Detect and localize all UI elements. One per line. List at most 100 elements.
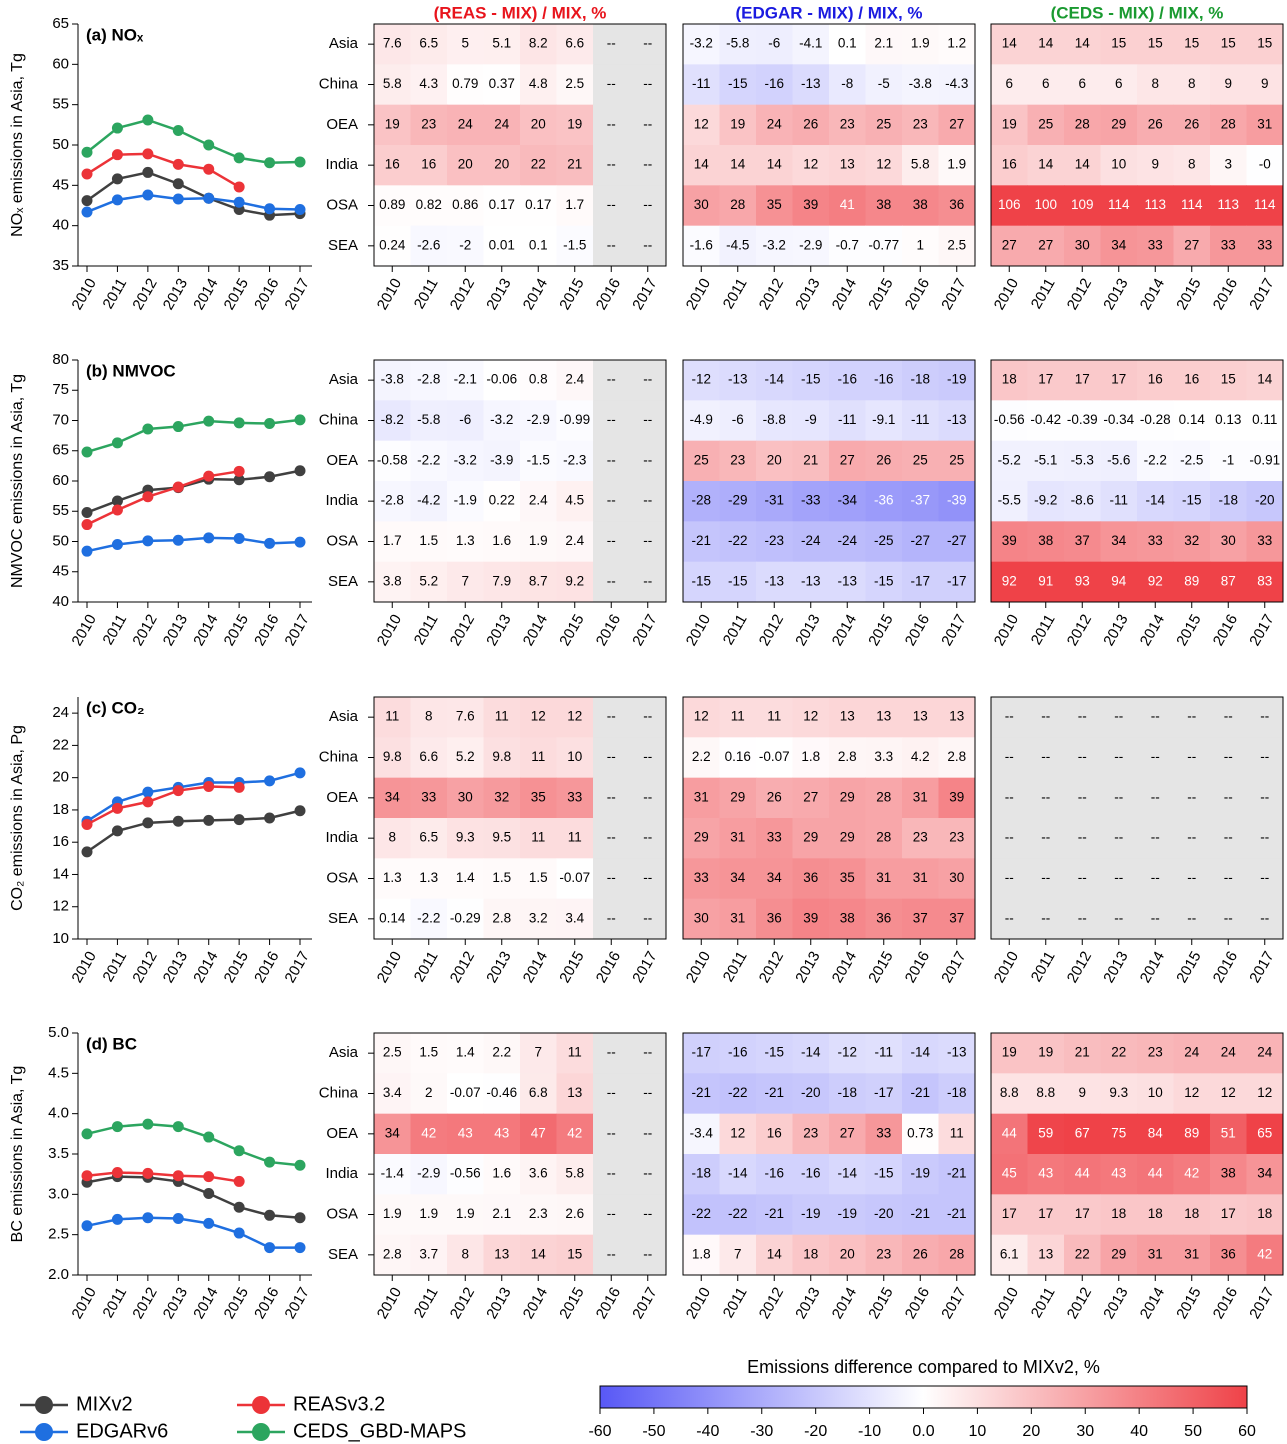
missing-cell [1246, 697, 1284, 738]
x-tick-label: 2012 [129, 1284, 160, 1321]
cell-label: 6.6 [565, 36, 584, 51]
cell-label: -- [1260, 910, 1269, 925]
cell-label: 0.17 [525, 197, 551, 212]
legend-marker [252, 1423, 270, 1441]
heatmap-cell [683, 1073, 720, 1115]
x-tick-label: 2013 [792, 1284, 823, 1321]
cell-label: -- [643, 533, 652, 548]
cell-label: 33 [1148, 533, 1163, 548]
heatmap-cell [902, 104, 939, 146]
heatmap-cell [556, 64, 594, 106]
missing-cell [629, 1234, 667, 1276]
heatmap-cell [1246, 24, 1284, 65]
cell-label: 0.16 [725, 749, 751, 764]
row-label: India [325, 829, 358, 846]
heatmap-cell [1210, 64, 1247, 106]
heatmap-cell [374, 1234, 411, 1276]
row-label: SEA [328, 910, 358, 927]
cell-label: -0.07 [559, 870, 590, 885]
cell-label: -- [1187, 870, 1196, 885]
data-point [203, 470, 215, 482]
cell-label: 11 [950, 1125, 964, 1140]
y-tick-label: 5.0 [48, 1024, 69, 1041]
cell-label: -3.2 [454, 452, 477, 467]
heatmap-cell [756, 1073, 793, 1115]
cell-label: 42 [421, 1125, 436, 1140]
x-tick-label: 2011 [411, 948, 442, 984]
heatmap-cell [410, 104, 448, 146]
heatmap-cell [1173, 360, 1211, 401]
y-tick-label: 75 [52, 381, 69, 398]
cell-label: 30 [694, 910, 709, 925]
heatmap-cell [1246, 1073, 1284, 1115]
cell-label: 11 [568, 1045, 582, 1060]
cell-label: 23 [803, 1125, 818, 1140]
cell-label: -1 [1222, 452, 1234, 467]
heatmap-cell [556, 104, 594, 146]
cell-label: 14 [767, 157, 783, 172]
legend-label: CEDS_GBD-MAPS [293, 1420, 466, 1442]
cell-label: -14 [910, 1045, 930, 1060]
x-tick-label: 2014 [1137, 1284, 1168, 1321]
cell-label: 89 [1184, 573, 1199, 588]
data-point [142, 1118, 154, 1130]
heatmap-cell [1064, 481, 1101, 522]
heatmap-cell [902, 858, 939, 900]
heatmap-cell [483, 400, 521, 442]
y-tick-label: 50 [52, 136, 69, 153]
cell-label: -21 [910, 1085, 930, 1100]
cell-label: 38 [876, 197, 891, 212]
heatmap-cell [683, 440, 720, 482]
panel-title: (a) NOₓ [86, 25, 144, 44]
y-tick-label: 65 [52, 15, 69, 32]
heatmap-cell [865, 104, 903, 146]
heatmap-cell [792, 777, 830, 819]
x-tick-label: 2017 [629, 275, 660, 312]
missing-cell [629, 1154, 667, 1195]
heatmap-cell [374, 400, 411, 442]
colorbar-tick-label: -30 [750, 1423, 773, 1440]
colorbar-tick-label: -40 [696, 1423, 719, 1440]
cell-label: 18 [803, 1246, 818, 1261]
cell-label: 19 [567, 116, 582, 131]
cell-label: 20 [767, 452, 782, 467]
x-tick-label: 2010 [374, 1284, 405, 1321]
cell-label: -- [607, 1206, 616, 1221]
heatmap-cell [1246, 185, 1284, 227]
cell-label: -0 [1259, 157, 1271, 172]
cell-label: 42 [567, 1125, 582, 1140]
heatmap-cell [410, 697, 448, 738]
y-tick-label: 10 [52, 930, 69, 947]
heatmap-cell [719, 104, 757, 146]
missing-cell [1137, 737, 1174, 779]
cell-label: -24 [801, 533, 821, 548]
heatmap-cell [374, 1113, 411, 1155]
y-tick-label: 45 [52, 563, 69, 580]
heatmap-cell [902, 898, 939, 940]
cell-label: -17 [910, 573, 930, 588]
cell-label: -- [1224, 709, 1233, 724]
heatmap-cell [483, 777, 521, 819]
heatmap-cell [938, 1073, 976, 1115]
cell-label: 33 [767, 830, 782, 845]
heatmap-cell [1210, 1234, 1247, 1276]
x-tick-label: 2015 [865, 275, 896, 312]
heatmap-cell [1137, 400, 1174, 442]
cell-label: -0.56 [450, 1166, 481, 1181]
cell-label: 41 [840, 197, 855, 212]
cell-label: -13 [764, 573, 784, 588]
heatmap-cell [556, 225, 594, 267]
heatmap-cell [1173, 1073, 1211, 1115]
x-tick-label: 2017 [281, 948, 312, 985]
data-point [111, 825, 123, 837]
cell-label: 11 [568, 830, 582, 845]
cell-label: 100 [1034, 197, 1057, 212]
cell-label: 23 [1148, 1045, 1163, 1060]
heatmap-cell [829, 818, 866, 859]
cell-label: 0.73 [907, 1125, 933, 1140]
data-point [172, 1170, 184, 1182]
colorbar [599, 1385, 1248, 1409]
cell-label: -0.28 [1140, 412, 1171, 427]
cell-label: 1.9 [456, 1206, 475, 1221]
heatmap-cell [374, 1154, 411, 1195]
